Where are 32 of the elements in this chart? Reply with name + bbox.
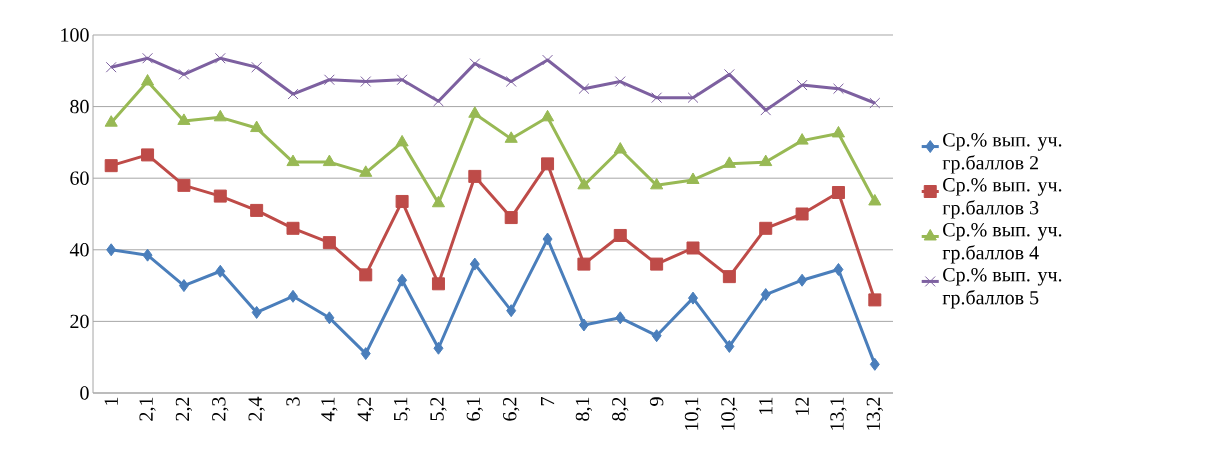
x-tick-label: 13,1 (830, 397, 847, 430)
x-tick-label: 5,1 (393, 397, 411, 421)
legend-label: Ср.% вып. уч. гр.баллов 5 (942, 267, 1062, 309)
x-tick-label: 6,2 (503, 397, 520, 421)
x-tick-label: 2,2 (175, 397, 193, 421)
legend-label: Ср.% вып. уч. гр.баллов 2 (942, 133, 1062, 174)
x-tick-label: 2,3 (212, 397, 229, 421)
x-tick-label: 4,2 (357, 397, 374, 422)
x-tick-label: 2,1 (139, 397, 156, 421)
x-tick-label: 13,2 (866, 397, 883, 430)
x-tick-label: 7 (541, 397, 555, 406)
x-tick-label: 5,2 (430, 397, 447, 421)
x-tick-label: 10,2 (721, 397, 738, 430)
y-tick-label: 40 (69, 243, 89, 257)
x-tick-label: 8,1 (575, 397, 593, 421)
y-tick-label: 100 (61, 28, 89, 42)
x-tick-label: 8,2 (612, 397, 629, 421)
x-tick-label: 2,4 (248, 396, 265, 421)
x-tick-label: 4,1 (321, 397, 338, 422)
x-tick-label: 12 (795, 397, 809, 415)
x-tick-label: 10,1 (684, 397, 702, 430)
legend-label: Ср.% вып. уч. гр.баллов 3 (942, 178, 1062, 219)
legend-label: Ср.% вып. уч. гр.баллов 4 (942, 222, 1062, 264)
x-tick-label: 1 (104, 397, 118, 405)
y-tick-label: 20 (70, 314, 89, 329)
y-tick-label: 60 (70, 171, 89, 185)
x-tick-label: 9 (649, 397, 664, 406)
y-tick-label: 0 (80, 386, 89, 400)
x-tick-label: 3 (286, 397, 300, 406)
x-tick-label: 6,1 (466, 397, 483, 421)
y-tick-label: 80 (70, 99, 89, 114)
x-tick-label: 11 (759, 397, 773, 415)
